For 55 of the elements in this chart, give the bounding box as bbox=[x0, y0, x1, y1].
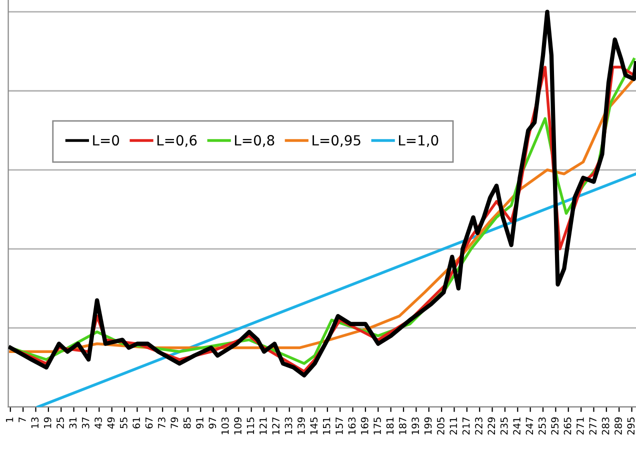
x-tick-label: 283 bbox=[602, 417, 610, 435]
legend-label: L=1,0 bbox=[399, 135, 438, 147]
x-tick-label: 271 bbox=[576, 418, 584, 435]
x-tick-label: 67 bbox=[145, 418, 153, 428]
x-tick-label: 211 bbox=[450, 418, 457, 435]
x-tick-label: 13 bbox=[31, 417, 39, 428]
x-tick-label: 223 bbox=[475, 417, 482, 435]
x-tick-label: 145 bbox=[310, 418, 318, 434]
x-tick-label: 127 bbox=[272, 418, 280, 434]
x-tick-label: 139 bbox=[298, 417, 305, 434]
x-tick-label: 277 bbox=[589, 418, 596, 435]
x-tick-label: 157 bbox=[336, 418, 343, 434]
x-tick-label: 199 bbox=[424, 417, 432, 434]
legend-label: L=0,95 bbox=[312, 135, 360, 147]
x-tick-label: 1 bbox=[6, 418, 14, 422]
x-tick-label: 97 bbox=[208, 418, 216, 428]
x-tick-label: 109 bbox=[234, 417, 242, 434]
x-tick-label: 289 bbox=[614, 417, 622, 435]
x-tick-label: 19 bbox=[44, 417, 52, 428]
x-tick-label: 181 bbox=[386, 418, 394, 434]
x-tick-label: 49 bbox=[107, 417, 115, 429]
x-tick-label: 187 bbox=[398, 418, 406, 434]
x-tick-label: 151 bbox=[323, 418, 330, 434]
x-tick-label: 73 bbox=[158, 417, 166, 428]
x-tick-label: 247 bbox=[526, 418, 534, 435]
x-tick-label: 55 bbox=[120, 418, 128, 428]
x-tick-label: 217 bbox=[462, 418, 470, 435]
legend-label: L=0 bbox=[93, 135, 120, 146]
x-tick-label: 31 bbox=[69, 418, 77, 428]
x-tick-label: 43 bbox=[94, 417, 102, 429]
x-tick-label: 7 bbox=[18, 418, 26, 422]
x-tick-label: 205 bbox=[437, 418, 444, 435]
x-tick-label: 193 bbox=[412, 417, 420, 434]
x-tick-label: 265 bbox=[564, 418, 572, 435]
x-tick-label: 91 bbox=[196, 418, 204, 428]
x-tick-label: 295 bbox=[627, 418, 635, 435]
x-tick-label: 103 bbox=[221, 417, 229, 434]
x-tick-label: 241 bbox=[513, 418, 520, 435]
x-tick-label: 121 bbox=[259, 418, 267, 434]
x-tick-label: 259 bbox=[551, 417, 559, 435]
x-tick-label: 169 bbox=[360, 417, 368, 434]
legend-label: L=0,8 bbox=[235, 135, 274, 147]
x-tick-label: 85 bbox=[183, 418, 191, 428]
x-tick-label: 133 bbox=[284, 417, 292, 434]
x-tick-label: 235 bbox=[500, 418, 508, 435]
x-tick-label: 229 bbox=[488, 417, 496, 435]
x-tick-label: 163 bbox=[348, 417, 356, 434]
x-tick-label: 115 bbox=[246, 418, 254, 434]
legend-label: L=0,6 bbox=[157, 135, 197, 147]
x-tick-label: 253 bbox=[538, 417, 546, 435]
x-tick-label: 61 bbox=[132, 418, 140, 428]
x-tick-label: 25 bbox=[56, 418, 64, 428]
x-tick-label: 79 bbox=[170, 417, 178, 428]
x-tick-label: 175 bbox=[374, 418, 381, 434]
x-tick-label: 37 bbox=[82, 418, 90, 428]
